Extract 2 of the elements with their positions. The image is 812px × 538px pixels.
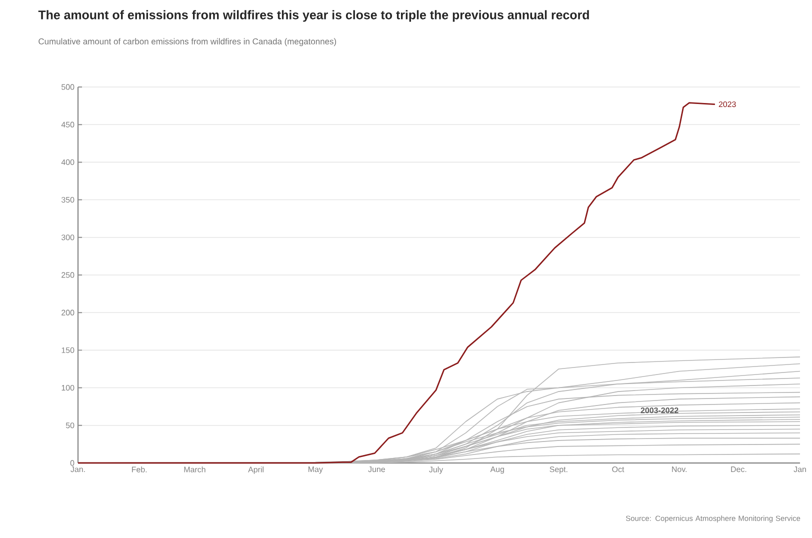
chart-title: The amount of emissions from wildfires this year is close to triple the previous annual record [38,10,589,22]
chart-subtitle: Cumulative amount of carbon emissions from wildfires in Canada (megatonnes) [38,38,336,46]
